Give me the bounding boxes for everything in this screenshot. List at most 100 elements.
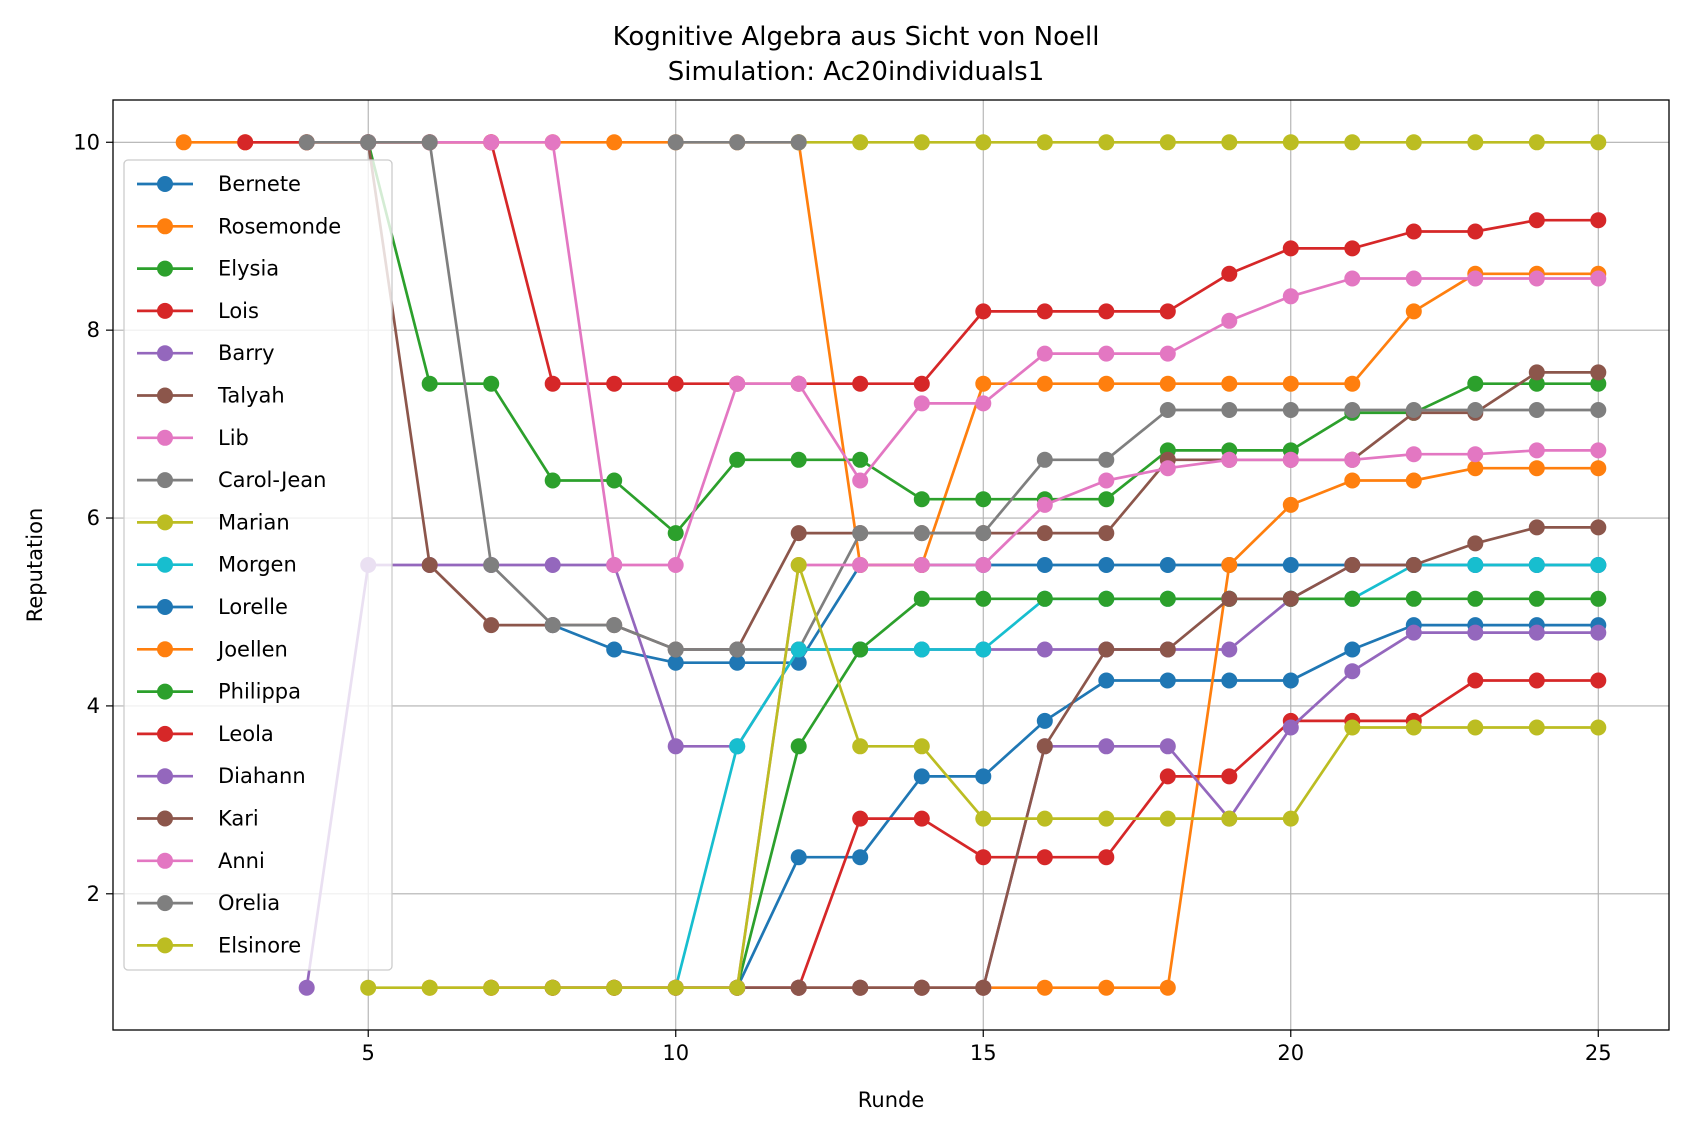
- data-point-leola: [1098, 849, 1115, 866]
- data-point-marian: [1282, 134, 1299, 151]
- data-point-lois: [667, 375, 684, 392]
- data-point-marian: [1467, 134, 1484, 151]
- data-point-barry: [1221, 641, 1238, 658]
- data-point-lorelle: [790, 849, 807, 866]
- data-point-bernete: [790, 654, 807, 671]
- series-marian: [790, 134, 1607, 151]
- data-point-elsinore: [790, 557, 807, 573]
- data-point-anni: [1405, 446, 1422, 463]
- data-point-elsinore: [1098, 810, 1115, 827]
- data-point-carol-jean: [606, 617, 623, 634]
- data-point-philippa: [790, 738, 807, 755]
- legend-marker: [157, 260, 173, 277]
- chart-subtitle: Simulation: Ac20individuals1: [668, 57, 1045, 87]
- data-point-lib: [1590, 270, 1607, 287]
- legend-marker: [157, 725, 173, 742]
- data-point-elsinore: [1036, 810, 1053, 827]
- data-point-talyah: [1590, 364, 1607, 381]
- data-point-philippa: [1405, 590, 1422, 607]
- data-point-anni: [1282, 451, 1299, 468]
- series-carol-jean: [298, 134, 1607, 658]
- data-point-marian: [913, 134, 930, 151]
- legend-marker: [157, 556, 173, 573]
- data-point-leola: [1159, 768, 1176, 785]
- x-tick-label: 20: [1277, 1041, 1304, 1065]
- legend-label: Bernete: [218, 172, 301, 196]
- data-point-leola: [852, 810, 869, 827]
- data-point-bernete: [1282, 557, 1299, 573]
- legend-marker: [157, 176, 173, 192]
- legend-marker: [157, 768, 173, 785]
- legend-entry-elsinore: Elsinore: [137, 933, 301, 957]
- data-point-lorelle: [1344, 641, 1361, 658]
- data-point-lorelle: [852, 849, 869, 866]
- data-point-kari: [1036, 738, 1053, 755]
- data-point-bernete: [606, 641, 623, 658]
- legend-marker: [157, 302, 173, 319]
- legend-label: Leola: [218, 722, 274, 746]
- data-point-orelia: [790, 134, 807, 151]
- data-point-marian: [1098, 134, 1115, 151]
- legend-label: Carol-Jean: [218, 468, 326, 492]
- data-point-diahann: [1467, 624, 1484, 641]
- legend-label: Morgen: [218, 553, 297, 577]
- data-point-anni: [1036, 496, 1053, 513]
- data-point-elsinore: [1282, 810, 1299, 827]
- data-point-rosemonde: [1405, 303, 1422, 320]
- data-point-lib: [852, 472, 869, 489]
- data-point-talyah: [421, 557, 438, 573]
- legend-marker: [157, 937, 173, 954]
- legend-entry-bernete: Bernete: [137, 172, 301, 196]
- data-point-kari: [913, 979, 930, 996]
- data-point-carol-jean: [298, 134, 315, 151]
- legend-marker: [157, 895, 173, 912]
- data-point-bernete: [667, 654, 684, 671]
- data-point-elsinore: [1405, 719, 1422, 736]
- legend-entry-elysia: Elysia: [137, 257, 279, 281]
- data-point-lib: [544, 134, 561, 151]
- data-point-anni: [1467, 446, 1484, 463]
- data-point-lib: [790, 375, 807, 392]
- data-point-lois: [1344, 240, 1361, 257]
- data-point-kari: [975, 979, 992, 996]
- data-point-diahann: [1282, 719, 1299, 736]
- data-point-elsinore: [729, 979, 746, 996]
- data-point-joellen: [1528, 460, 1545, 477]
- data-point-carol-jean: [1282, 402, 1299, 418]
- data-point-elsinore: [360, 979, 377, 996]
- data-point-talyah: [1098, 525, 1115, 542]
- legend-entry-lib: Lib: [137, 426, 249, 450]
- data-point-marian: [1405, 134, 1422, 151]
- legend-marker: [157, 852, 173, 869]
- legend-label: Talyah: [217, 384, 285, 408]
- data-point-carol-jean: [1098, 451, 1115, 468]
- series-line-carol-jean: [306, 140, 1599, 651]
- legend-marker: [157, 683, 173, 700]
- data-point-leola: [1528, 672, 1545, 689]
- data-point-orelia: [667, 134, 684, 151]
- data-point-carol-jean: [1159, 402, 1176, 418]
- data-point-diahann: [1159, 738, 1176, 755]
- legend-entry-diahann: Diahann: [137, 764, 306, 788]
- data-point-morgen: [1590, 557, 1607, 573]
- data-point-carol-jean: [1405, 402, 1422, 418]
- data-point-carol-jean: [544, 617, 561, 634]
- data-point-lois: [1036, 303, 1053, 320]
- data-point-elysia: [421, 375, 438, 392]
- legend-label: Diahann: [218, 764, 306, 788]
- legend-entry-rosemonde: Rosemonde: [137, 214, 341, 238]
- data-point-elsinore: [1528, 719, 1545, 736]
- data-point-carol-jean: [667, 641, 684, 658]
- data-point-anni: [1590, 442, 1607, 459]
- data-point-anni: [913, 557, 930, 573]
- data-point-rosemonde: [1344, 375, 1361, 392]
- legend-marker: [157, 472, 173, 489]
- legend-label: Marian: [218, 510, 290, 534]
- data-point-leola: [1221, 768, 1238, 785]
- data-point-lois: [1221, 265, 1238, 282]
- series-elsinore: [360, 557, 1607, 996]
- data-point-lib: [1467, 270, 1484, 287]
- data-point-elsinore: [1221, 810, 1238, 827]
- legend-marker: [157, 641, 173, 658]
- x-axis-ticks: 5 10 15 20 25: [362, 1030, 1612, 1065]
